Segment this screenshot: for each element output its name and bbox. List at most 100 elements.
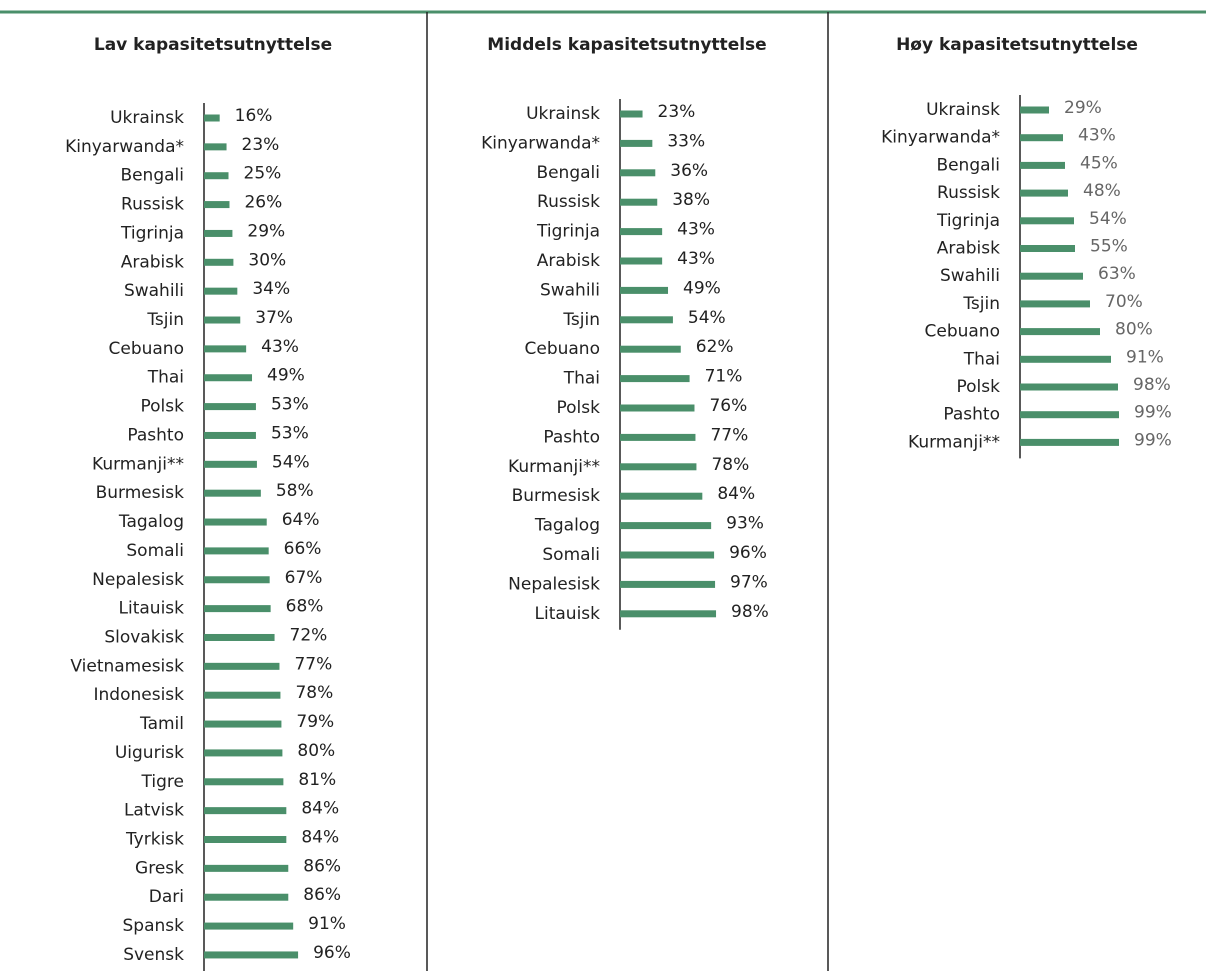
category-label: Litauisk [535, 604, 601, 624]
value-label: 63% [1098, 264, 1136, 284]
category-label: Burmesisk [512, 486, 601, 506]
bar [204, 951, 299, 959]
category-label: Russisk [121, 195, 184, 215]
bar [1020, 189, 1068, 197]
panel-title: Høy kapasitetsutnyttelse [896, 35, 1138, 55]
category-label: Arabisk [937, 239, 1000, 259]
value-label: 43% [677, 220, 715, 240]
value-label: 30% [248, 250, 286, 270]
category-label: Uigurisk [115, 743, 184, 763]
category-label: Tagalog [118, 512, 184, 532]
category-label: Thai [563, 369, 600, 389]
category-label: Bengali [120, 166, 184, 186]
bar [620, 139, 653, 147]
bar [204, 605, 271, 613]
value-label: 33% [667, 131, 705, 151]
value-label: 84% [301, 799, 339, 819]
category-label: Arabisk [121, 252, 184, 272]
bar [204, 403, 256, 411]
bar [1020, 245, 1075, 252]
value-label: 93% [726, 514, 764, 534]
bar [1020, 217, 1074, 225]
value-label: 54% [688, 308, 726, 328]
bar [204, 836, 287, 843]
category-label: Tamil [139, 714, 184, 734]
category-label: Pashto [543, 427, 600, 447]
bar [1020, 383, 1118, 391]
value-label: 38% [672, 190, 710, 210]
value-label: 45% [1080, 153, 1118, 173]
category-label: Tigrinja [120, 223, 184, 243]
category-label: Nepalesisk [508, 574, 600, 594]
bar [204, 547, 269, 555]
value-label: 71% [705, 367, 743, 387]
category-label: Tigrinja [936, 211, 1000, 231]
bar [204, 807, 287, 815]
value-label: 97% [730, 572, 768, 592]
bar [204, 345, 247, 353]
bar [620, 404, 695, 412]
value-label: 77% [710, 425, 748, 445]
value-label: 34% [252, 279, 290, 299]
category-label: Kurmanji** [92, 454, 184, 474]
value-label: 23% [658, 102, 696, 122]
bar [1020, 300, 1090, 308]
bar [620, 286, 669, 294]
category-label: Cebuano [109, 339, 185, 359]
bar [204, 778, 284, 786]
value-label: 72% [290, 625, 328, 645]
category-label: Kinyarwanda* [481, 133, 600, 153]
bar [204, 720, 282, 728]
category-label: Slovakisk [104, 627, 184, 647]
category-label: Dari [149, 887, 184, 907]
bar [204, 749, 283, 757]
value-label: 49% [267, 366, 305, 386]
bar [204, 893, 289, 901]
bar [620, 610, 717, 618]
bar [1020, 272, 1083, 280]
value-label: 49% [683, 278, 721, 298]
category-label: Kurmanji** [508, 457, 600, 477]
bar [1020, 106, 1049, 114]
value-label: 68% [286, 597, 324, 617]
value-label: 99% [1134, 430, 1172, 450]
category-label: Swahili [124, 281, 184, 301]
value-label: 62% [696, 337, 734, 357]
value-label: 80% [1115, 320, 1153, 340]
value-label: 81% [298, 770, 336, 790]
category-label: Tsjin [146, 310, 184, 330]
category-label: Gresk [135, 858, 184, 878]
panel-title: Middels kapasitetsutnyttelse [487, 35, 766, 55]
value-label: 98% [731, 602, 769, 622]
category-label: Latvisk [124, 801, 184, 821]
bar [204, 691, 281, 699]
bar [620, 198, 658, 206]
value-label: 86% [303, 885, 341, 905]
bar [620, 463, 697, 471]
category-label: Kurmanji** [908, 432, 1000, 452]
category-label: Ukrainsk [526, 104, 600, 124]
bar [204, 576, 270, 584]
bar [204, 633, 275, 641]
bar [620, 110, 643, 118]
bar [1020, 411, 1119, 419]
category-label: Bengali [936, 155, 1000, 175]
bar [620, 551, 715, 559]
category-label: Pashto [943, 405, 1000, 425]
value-label: 84% [717, 484, 755, 504]
bar [204, 287, 238, 295]
value-label: 48% [1083, 181, 1121, 201]
bar [204, 431, 256, 439]
category-label: Ukrainsk [110, 108, 184, 128]
category-label: Tigre [141, 772, 184, 792]
value-label: 54% [1089, 209, 1127, 229]
value-label: 26% [244, 193, 282, 213]
category-label: Svensk [123, 945, 184, 965]
bar [204, 489, 261, 497]
category-label: Tagalog [534, 516, 600, 536]
value-label: 43% [1078, 126, 1116, 146]
category-label: Polsk [557, 398, 601, 418]
bar [620, 522, 712, 530]
